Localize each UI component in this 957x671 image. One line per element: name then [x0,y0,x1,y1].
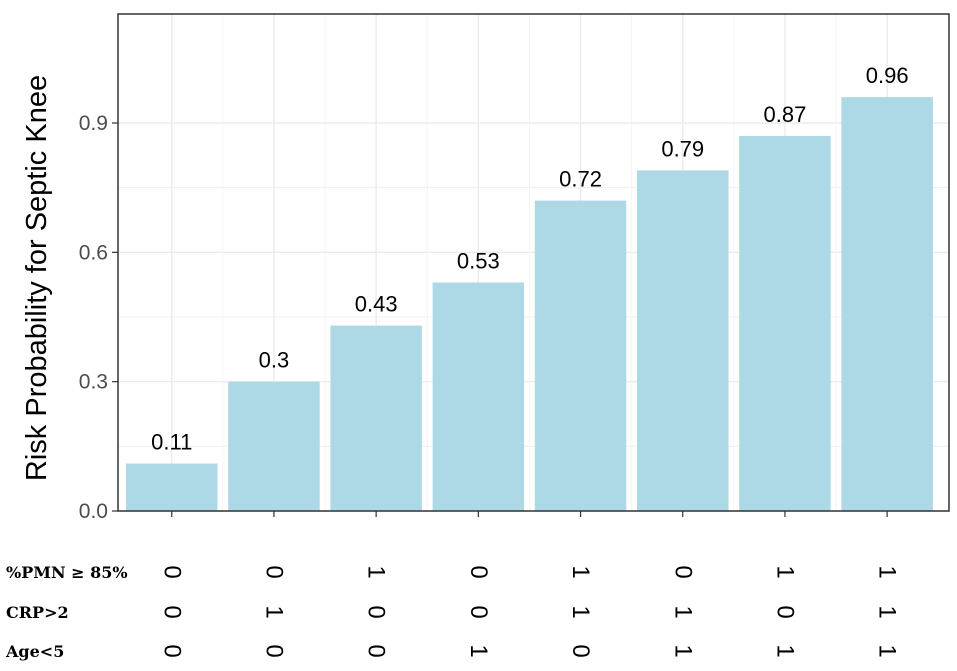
table-cell-value: 1 [260,605,287,618]
table-cell-value: 1 [465,644,492,657]
bar [534,200,627,511]
bar [432,282,525,511]
table-cell-value: 1 [567,605,594,618]
bar [330,325,422,511]
y-tick-label: 0.3 [79,371,108,394]
bar-value-label: 0.11 [151,430,192,455]
table-cell-value: 0 [669,565,696,578]
y-tick-label: 0.6 [79,241,108,264]
table-cell-value: 1 [669,605,696,618]
table-cell-value: 1 [771,644,798,657]
table-cell-value: 0 [158,565,185,578]
table-cell-value: 1 [874,644,901,657]
bar-value-label: 0.87 [764,102,807,127]
bar [841,97,933,511]
table-cell-value: 1 [771,565,798,578]
y-tick-label: 0.0 [79,500,108,523]
table-cell-value: 0 [260,565,287,578]
table-cell-value: 0 [158,605,185,618]
bar [637,170,729,511]
table-cell-value: 1 [363,565,390,578]
bars-group [126,97,933,511]
bar-value-labels: 0.11 0.3 0.43 0.53 0.72 0.79 0.87 0.96 [151,63,908,454]
table-cell-value: 0 [771,605,798,618]
bar-value-label: 0.53 [457,249,500,274]
factor-table: %PMN ≥ 85% 0 0 1 0 1 0 1 1 CRP>2 0 1 0 0 1 1 0 1 Age<5 0 0 0 1… [5,563,901,661]
bar [228,381,320,511]
bar [126,463,218,511]
table-cell-value: 0 [465,565,492,578]
table-cell-value: 1 [874,565,901,578]
y-tick-label: 0.9 [79,112,108,135]
table-cell-value: 1 [567,565,594,578]
table-cell-value: 0 [363,605,390,618]
table-row-label: Age<5 [5,642,64,661]
bar-value-label: 0.72 [559,167,602,192]
table-cell-value: 0 [465,605,492,618]
bar-value-label: 0.3 [259,348,290,373]
bar-value-label: 0.43 [355,292,398,317]
bar-value-label: 0.79 [661,136,704,161]
y-axis-title: Risk Probability for Septic Knee [21,75,53,481]
table-row-label: %PMN ≥ 85% [6,563,128,582]
y-axis: 0.0 0.3 0.6 0.9 [79,112,888,523]
table-cell-value: 0 [158,644,185,657]
plot-border [117,13,950,512]
bar-value-label: 0.96 [866,63,909,88]
bar [739,135,831,511]
table-cell-value: 1 [669,644,696,657]
table-cell-value: 1 [874,605,901,618]
table-cell-value: 0 [363,644,390,657]
table-row-label: CRP>2 [6,603,69,622]
table-cell-value: 0 [567,644,594,657]
table-cell-value: 0 [260,644,287,657]
